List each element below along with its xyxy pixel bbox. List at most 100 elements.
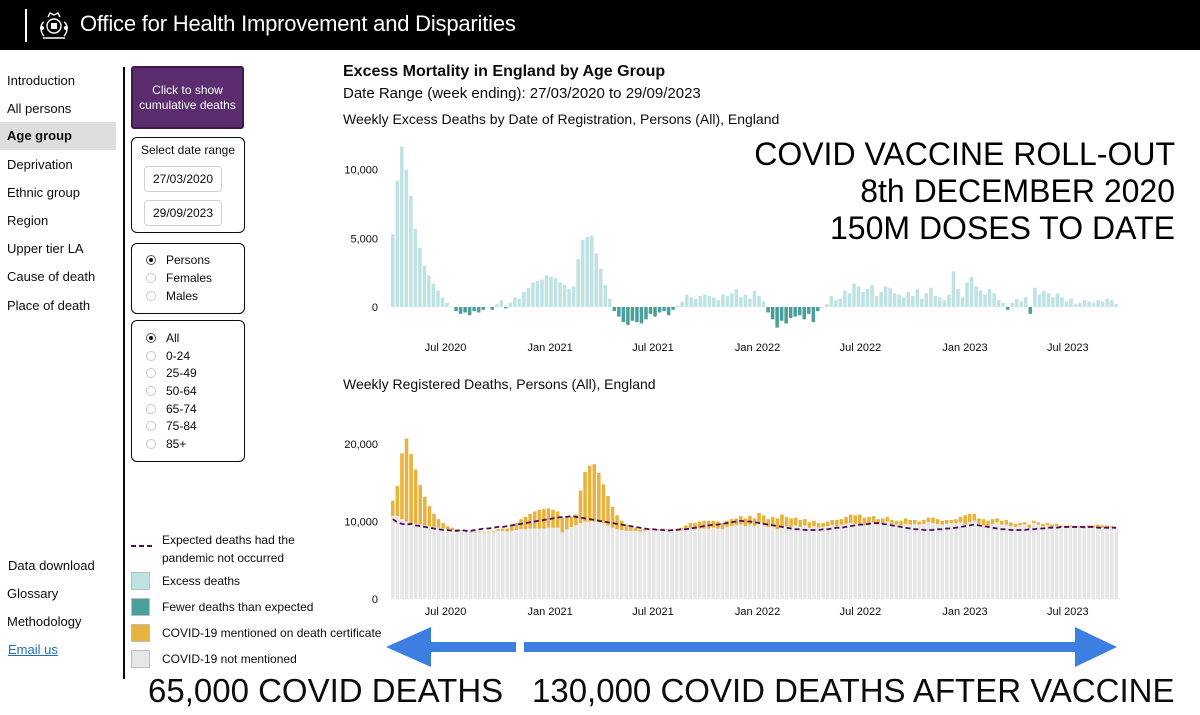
cumulative-deaths-button[interactable]: Click to show cumulative deaths — [131, 66, 244, 129]
excess-bar — [992, 293, 996, 307]
covid-bar — [1009, 522, 1013, 527]
excess-bar — [938, 297, 942, 307]
non-covid-bar — [395, 516, 400, 599]
x-tick-label: Jan 2021 — [527, 606, 572, 618]
non-covid-bar — [537, 528, 542, 599]
covid-bar — [537, 509, 542, 529]
nav-methodology[interactable]: Methodology — [7, 614, 82, 629]
nav-email-us[interactable]: Email us — [8, 642, 58, 657]
non-covid-bar — [798, 526, 803, 599]
covid-bar — [945, 519, 949, 524]
excess-bar — [1069, 298, 1073, 307]
non-covid-bar — [839, 524, 844, 599]
covid-bar — [986, 520, 990, 527]
registered-deaths-chart: Jul 2020 Jan 2021 Jul 2021 Jan 2022 Jul 2022… — [344, 438, 1118, 618]
nav-deprivation[interactable]: Deprivation — [7, 157, 73, 172]
excess-bar — [1001, 302, 1005, 307]
non-covid-bar — [528, 528, 532, 599]
excess-bar — [662, 307, 666, 312]
non-covid-bar — [803, 525, 807, 600]
covid-bar — [432, 513, 436, 527]
radio-label: 0-24 — [166, 349, 191, 363]
covid-bar — [972, 513, 977, 521]
excess-bar — [712, 297, 716, 307]
covid-bar — [862, 517, 867, 526]
excess-bar — [391, 234, 395, 307]
radio-dot — [146, 255, 156, 265]
covid-bar — [922, 519, 926, 524]
non-covid-bar — [880, 523, 885, 599]
covid-bar — [400, 453, 404, 520]
non-covid-bar — [706, 528, 711, 599]
nav-region[interactable]: Region — [7, 213, 49, 228]
covid-bar — [899, 520, 903, 526]
nav-introduction[interactable]: Introduction — [7, 73, 75, 88]
excess-bar — [666, 307, 671, 316]
covid-bar — [423, 496, 427, 526]
excess-bar — [965, 282, 969, 307]
covid-bar — [912, 519, 917, 524]
excess-bar — [752, 290, 757, 307]
legend-fewer-text: Fewer deaths than expected — [162, 600, 314, 614]
nav-upper-tier-la[interactable]: Upper tier LA — [7, 241, 84, 256]
non-covid-bar — [610, 527, 615, 599]
covid-bar — [867, 516, 871, 524]
excess-bar — [467, 307, 472, 316]
radio-dot — [146, 421, 156, 431]
legend-swatch-excess — [131, 572, 150, 590]
x-tick-label: Jul 2022 — [840, 342, 882, 354]
non-covid-bar — [752, 526, 757, 599]
covid-bar — [803, 519, 807, 526]
y-tick-label: 0 — [372, 594, 378, 606]
radio-label: Males — [166, 289, 199, 303]
x-tick-label: Jan 2023 — [942, 342, 987, 354]
covid-bar — [990, 519, 995, 524]
non-covid-bar — [514, 530, 519, 599]
excess-bar — [431, 283, 436, 307]
left-arrow — [386, 627, 516, 667]
excess-bar — [504, 307, 508, 309]
radio-dot — [146, 404, 156, 414]
covid-bar — [981, 519, 986, 526]
covid-bar — [926, 517, 931, 523]
age-radio-panel: All 0-24 25-49 50-64 65-74 75-84 85+ — [131, 320, 245, 462]
covid-bar — [555, 511, 560, 528]
covid-bar — [574, 514, 578, 526]
covid-bar — [638, 529, 642, 532]
non-covid-bar — [995, 522, 999, 599]
excess-bar — [920, 298, 924, 307]
excess-bar — [748, 298, 752, 307]
excess-bar — [739, 297, 743, 307]
start-date-input[interactable]: 27/03/2020 — [144, 166, 222, 192]
nav-place-of-death[interactable]: Place of death — [7, 298, 91, 313]
vaccine-annotation-line-1: COVID VACCINE ROLL-OUT — [754, 136, 1175, 172]
covid-bar — [482, 531, 487, 533]
excess-bar — [549, 276, 553, 307]
radio-dot — [146, 333, 156, 343]
non-covid-bar — [949, 523, 954, 599]
nav-ethnic-group[interactable]: Ethnic group — [7, 185, 80, 200]
covid-bar — [601, 484, 606, 524]
excess-bar — [779, 307, 784, 321]
non-covid-bar — [560, 532, 564, 599]
end-date-input[interactable]: 29/09/2023 — [144, 200, 222, 226]
covid-bar — [885, 516, 890, 522]
non-covid-bar — [496, 530, 500, 599]
radio-label: 75-84 — [166, 419, 197, 433]
covid-bar — [844, 516, 848, 524]
excess-bar — [847, 293, 852, 307]
legend-expected-text-1: Expected deaths had the — [162, 533, 295, 547]
excess-bar — [788, 307, 793, 318]
excess-bar — [1055, 293, 1060, 307]
nav-all-persons[interactable]: All persons — [7, 101, 72, 116]
nav-glossary[interactable]: Glossary — [7, 586, 59, 601]
nav-age-group[interactable]: Age group — [0, 122, 116, 150]
excess-bar — [680, 301, 684, 307]
nav-data-download[interactable]: Data download — [8, 558, 95, 573]
nav-cause-of-death[interactable]: Cause of death — [7, 269, 96, 284]
non-covid-bar — [711, 527, 716, 599]
non-covid-bar — [954, 523, 958, 599]
covid-bar — [500, 528, 505, 531]
excess-bar — [865, 289, 870, 307]
covid-bar — [1054, 523, 1059, 527]
